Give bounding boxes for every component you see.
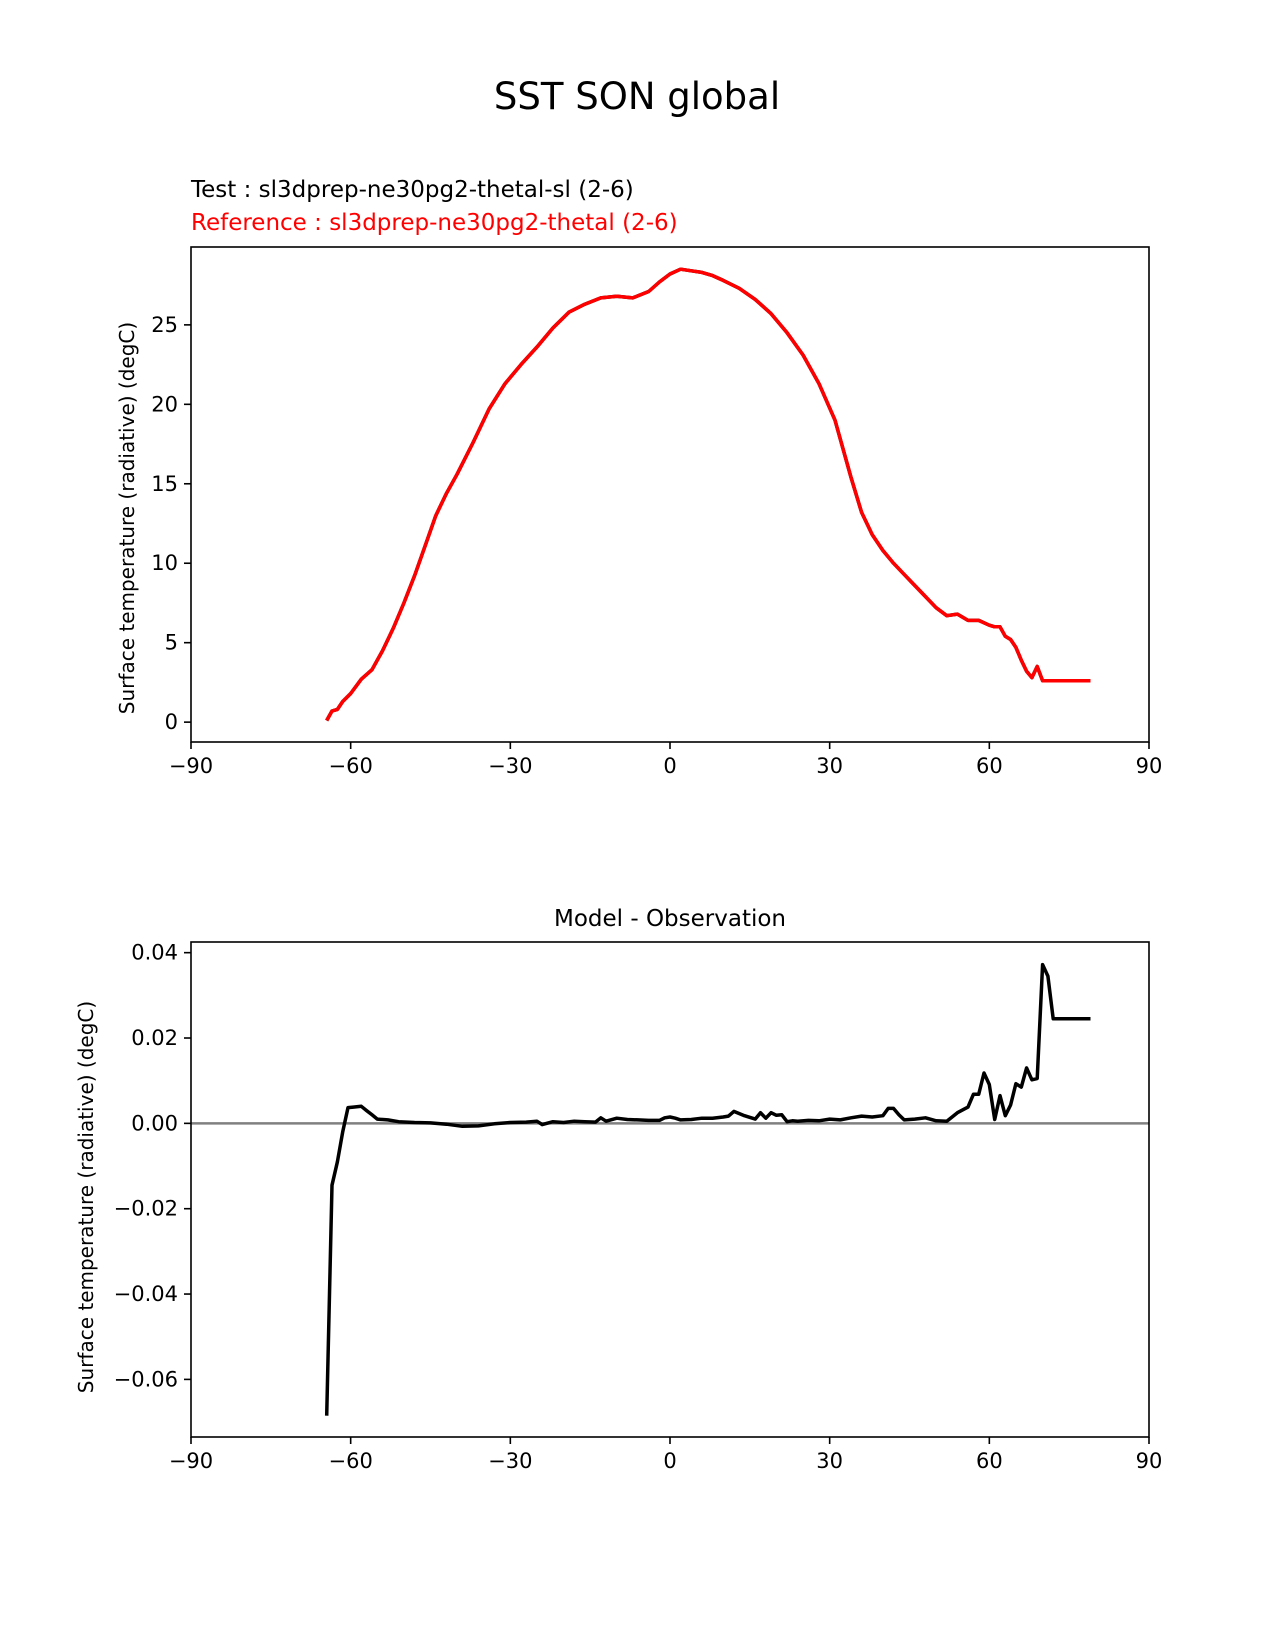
bottom-plot: −90 −60 −30 0 30 60 90 0.04 0.02 0.00 −0.02 −0.04 −0… <box>114 941 1163 1473</box>
figure-title: SST SON global <box>494 75 780 118</box>
bottom-y-tick-label: −0.04 <box>114 1282 178 1306</box>
bottom-y-tick-label: 0.04 <box>131 941 178 965</box>
bottom-x-tick-label: 30 <box>816 1449 843 1473</box>
top-x-tick-label: 60 <box>976 754 1003 778</box>
top-plot: −90 −60 −30 0 30 60 90 0 5 10 15 20 25 <box>151 246 1163 778</box>
top-series-line-reference <box>325 267 1091 722</box>
top-x-tick-label: 90 <box>1136 754 1163 778</box>
bottom-panel: Model - Observation Surface temperature … <box>74 906 1162 1473</box>
top-series-line-test <box>325 267 1091 722</box>
top-y-tick-label: 5 <box>165 631 178 655</box>
top-y-tick-label: 10 <box>151 551 178 575</box>
bottom-y-tick-label: 0.00 <box>131 1111 178 1135</box>
top-x-tick-label: 0 <box>663 754 676 778</box>
bottom-title: Model - Observation <box>554 906 786 932</box>
top-y-axis-label: Surface temperature (radiative) (degC) <box>115 322 139 714</box>
top-y-tick-label: 15 <box>151 472 178 496</box>
bottom-series-line-0 <box>324 962 1091 1416</box>
top-x-tick-label: −30 <box>488 754 532 778</box>
bottom-x-tick-label: 0 <box>663 1449 676 1473</box>
top-y-tick-label: 20 <box>151 392 178 416</box>
top-x-tick-label: 30 <box>816 754 843 778</box>
bottom-axes-frame <box>190 941 1150 1438</box>
top-x-tick-label: −90 <box>169 754 213 778</box>
bottom-y-tick-label: 0.02 <box>131 1026 178 1050</box>
bottom-y-tick-label: −0.06 <box>114 1367 178 1391</box>
bottom-y-axis-label: Surface temperature (radiative) (degC) <box>74 1001 98 1393</box>
top-reference-title: Reference : sl3dprep-ne30pg2-thetal (2-6… <box>191 210 678 236</box>
bottom-x-tick-label: 60 <box>976 1449 1003 1473</box>
top-test-title: Test : sl3dprep-ne30pg2-thetal-sl (2-6) <box>190 177 634 203</box>
top-y-tick-label: 25 <box>151 313 178 337</box>
top-y-tick-label: 0 <box>165 710 178 734</box>
bottom-x-tick-label: 90 <box>1136 1449 1163 1473</box>
bottom-x-tick-label: −60 <box>329 1449 373 1473</box>
bottom-x-tick-label: −90 <box>169 1449 213 1473</box>
top-axes-frame <box>190 246 1150 743</box>
bottom-x-tick-label: −30 <box>488 1449 532 1473</box>
top-panel: Test : sl3dprep-ne30pg2-thetal-sl (2-6) … <box>115 177 1162 778</box>
top-x-tick-label: −60 <box>329 754 373 778</box>
bottom-y-tick-label: −0.02 <box>114 1197 178 1221</box>
